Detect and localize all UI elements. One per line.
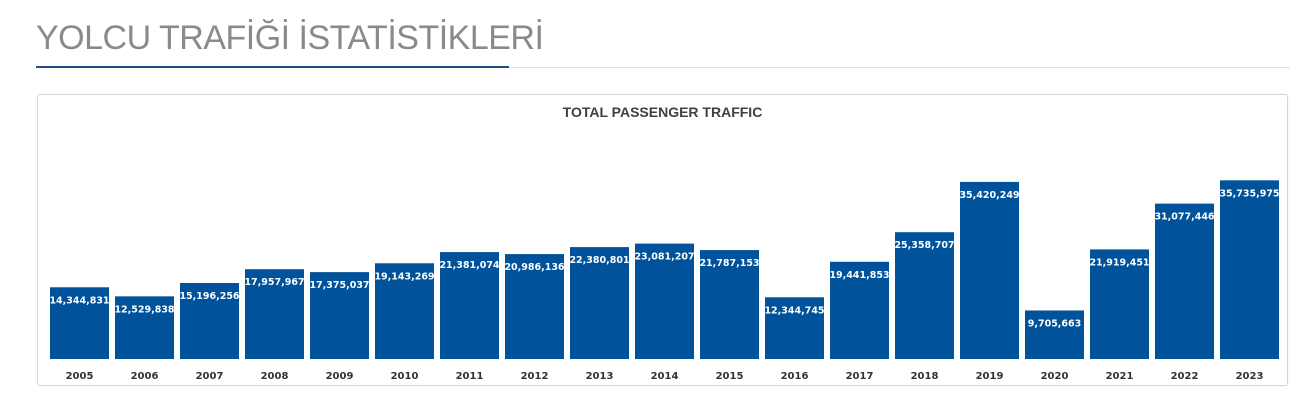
bar-2020 [1025,310,1084,359]
x-tick-label-2017: 2017 [846,371,874,382]
x-tick-label-2019: 2019 [976,371,1004,382]
bar-value-label-2010: 19,143,269 [374,271,434,282]
bar-value-label-2019: 35,420,249 [959,190,1019,201]
page-title: YOLCU TRAFİĞİ İSTATİSTİKLERİ [36,19,544,57]
x-tick-label-2013: 2013 [586,371,614,382]
chart-panel: TOTAL PASSENGER TRAFFIC 14,344,831 12,529… [37,94,1288,386]
x-tick-label-2021: 2021 [1106,371,1134,382]
bar-value-label-2021: 21,919,451 [1089,257,1149,268]
bar-chart: 14,344,831 12,529,838 15,196,256 17,957,967… [49,180,1280,382]
x-tick-label-2008: 2008 [261,371,289,382]
x-tick-label-2020: 2020 [1041,371,1069,382]
bar-value-label-2005: 14,344,831 [49,295,109,306]
bar-2015 [700,250,759,359]
bar-value-label-2008: 17,957,967 [244,277,304,288]
x-tick-label-2016: 2016 [781,371,809,382]
bar-value-label-2012: 20,986,136 [504,262,564,273]
x-tick-label-2023: 2023 [1236,371,1264,382]
bar-2022 [1155,203,1214,359]
bars-layer [50,180,1279,359]
bar-value-label-2014: 23,081,207 [634,252,694,263]
bar-2018 [895,232,954,359]
bar-2012 [505,254,564,359]
chart-title: TOTAL PASSENGER TRAFFIC [562,104,763,120]
bar-value-label-2016: 12,344,745 [764,305,824,316]
x-tick-label-2022: 2022 [1171,371,1199,382]
bar-2023 [1220,180,1279,359]
bar-value-label-2020: 9,705,663 [1028,318,1082,329]
x-tick-label-2014: 2014 [651,371,679,382]
bar-2019 [960,181,1019,359]
bar-value-label-2006: 12,529,838 [114,304,174,315]
x-tick-label-2010: 2010 [391,371,419,382]
bar-2013 [570,247,629,359]
bar-2006 [115,296,174,359]
bar-value-label-2022: 31,077,446 [1154,212,1214,223]
bar-2010 [375,263,434,359]
bar-value-label-2018: 25,358,707 [894,240,954,251]
x-axis-tick-labels: 2005 2006 2007 2008 2009 2010 2011 2012 2013 2014… [66,371,1264,382]
x-tick-label-2015: 2015 [716,371,744,382]
bar-2014 [635,243,694,359]
bar-2009 [310,272,369,359]
bar-2017 [830,261,889,359]
bar-2005 [50,287,109,359]
bar-value-label-2015: 21,787,153 [699,258,759,269]
heading-accent-line [36,66,509,68]
x-tick-label-2007: 2007 [196,371,224,382]
bar-value-label-2013: 22,380,801 [569,255,629,266]
bar-2021 [1090,249,1149,359]
bar-value-label-2007: 15,196,256 [179,291,239,302]
x-tick-label-2012: 2012 [521,371,549,382]
x-tick-label-2009: 2009 [326,371,354,382]
bar-value-label-2011: 21,381,074 [439,260,499,271]
bar-2016 [765,297,824,359]
bar-2011 [440,252,499,359]
x-tick-label-2018: 2018 [911,371,939,382]
bar-value-label-2009: 17,375,037 [309,280,369,291]
x-tick-label-2011: 2011 [456,371,484,382]
x-tick-label-2005: 2005 [66,371,94,382]
x-tick-label-2006: 2006 [131,371,159,382]
bar-2008 [245,269,304,359]
bar-value-label-2017: 19,441,853 [829,270,889,281]
heading-divider [36,67,1290,68]
value-labels-layer: 14,344,831 12,529,838 15,196,256 17,957,967… [49,188,1279,329]
bar-value-label-2023: 35,735,975 [1219,188,1279,199]
bar-2007 [180,283,239,359]
